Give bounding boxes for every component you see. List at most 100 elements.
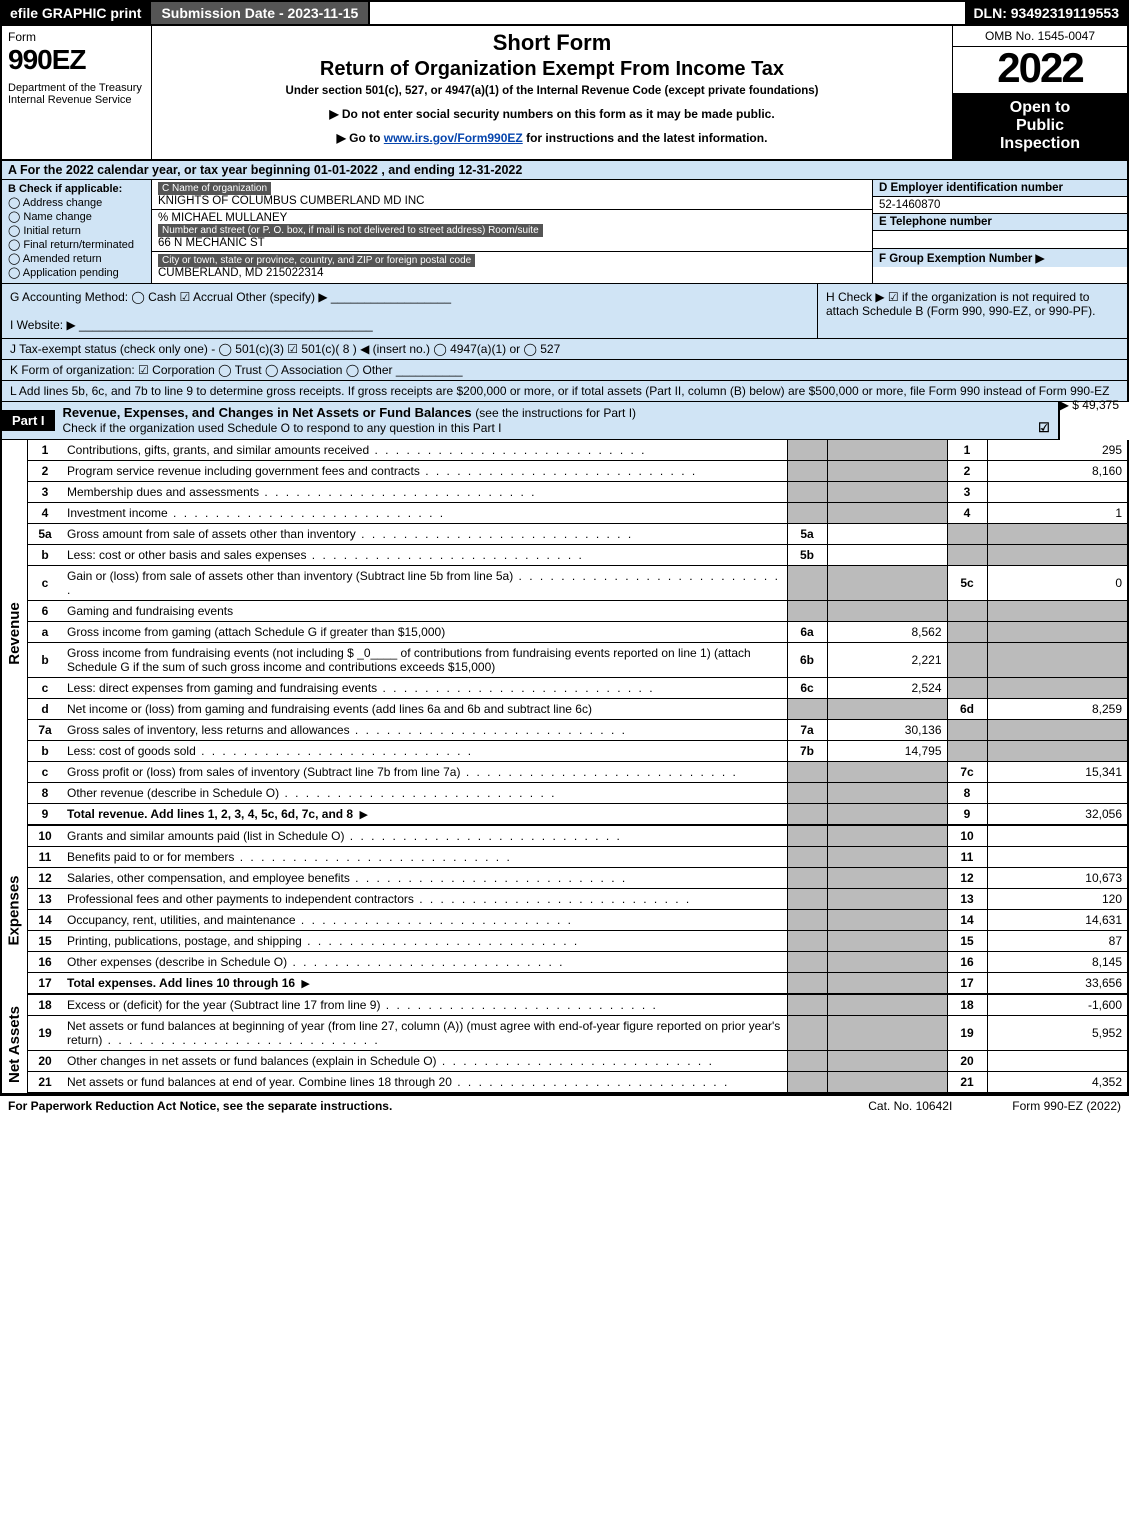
top-bar: efile GRAPHIC print Submission Date - 20…	[0, 0, 1129, 26]
col-c: C Name of organization KNIGHTS OF COLUMB…	[152, 180, 872, 283]
header-right: OMB No. 1545-0047 2022 Open to Public In…	[952, 26, 1127, 159]
l-text: L Add lines 5b, 6c, and 7b to line 9 to …	[10, 384, 1109, 398]
net-assets-table: 18Excess or (deficit) for the year (Subt…	[28, 995, 1127, 1093]
row-6d: dNet income or (loss) from gaming and fu…	[28, 699, 1127, 720]
row-5c: cGain or (loss) from sale of assets othe…	[28, 566, 1127, 601]
inspect-l2: Public	[957, 117, 1123, 135]
c-label: C Name of organization	[158, 182, 271, 195]
row-20: 20Other changes in net assets or fund ba…	[28, 1051, 1127, 1072]
row-3: 3Membership dues and assessments3	[28, 482, 1127, 503]
check-amended-return[interactable]: ◯ Amended return	[8, 252, 145, 265]
j-tax-exempt: J Tax-exempt status (check only one) - ◯…	[0, 339, 1129, 360]
row-5b: bLess: cost or other basis and sales exp…	[28, 545, 1127, 566]
row-7b: bLess: cost of goods sold7b14,795	[28, 741, 1127, 762]
city-row: City or town, state or province, country…	[152, 252, 872, 281]
ein-value: 52-1460870	[873, 197, 1127, 214]
revenue-table: 1Contributions, gifts, grants, and simil…	[28, 440, 1127, 826]
h-schedule-b: H Check ▶ ☑ if the organization is not r…	[817, 284, 1127, 338]
note-link-line: ▶ Go to www.irs.gov/Form990EZ for instru…	[162, 131, 942, 145]
care-of-row: % MICHAEL MULLANEY Number and street (or…	[152, 210, 872, 252]
net-assets-section: Net Assets 18Excess or (deficit) for the…	[0, 995, 1129, 1095]
row-1: 1Contributions, gifts, grants, and simil…	[28, 440, 1127, 461]
group-exemption-label: F Group Exemption Number ▶	[873, 249, 1127, 267]
note-goto-pre: ▶ Go to	[337, 131, 384, 145]
row-11: 11Benefits paid to or for members11	[28, 847, 1127, 868]
dln-label: DLN: 93492319119553	[965, 2, 1127, 24]
part1-note: (see the instructions for Part I)	[475, 406, 636, 420]
row-6: 6Gaming and fundraising events	[28, 601, 1127, 622]
part1-title: Revenue, Expenses, and Changes in Net As…	[55, 402, 1058, 439]
phone-label: E Telephone number	[873, 214, 1127, 231]
subtitle: Under section 501(c), 527, or 4947(a)(1)…	[162, 85, 942, 97]
note-goto-post: for instructions and the latest informat…	[526, 131, 767, 145]
dept-label: Department of the Treasury Internal Reve…	[8, 82, 145, 106]
l-gross-receipts: L Add lines 5b, 6c, and 7b to line 9 to …	[0, 381, 1129, 402]
row-13: 13Professional fees and other payments t…	[28, 889, 1127, 910]
col-b: B Check if applicable: ◯ Address change …	[2, 180, 152, 283]
row-6c: cLess: direct expenses from gaming and f…	[28, 678, 1127, 699]
col-de: D Employer identification number 52-1460…	[872, 180, 1127, 283]
line-a: A For the 2022 calendar year, or tax yea…	[0, 161, 1129, 180]
revenue-section: Revenue 1Contributions, gifts, grants, a…	[0, 440, 1129, 826]
row-7c: cGross profit or (loss) from sales of in…	[28, 762, 1127, 783]
inspect-l1: Open to	[957, 99, 1123, 117]
l-amount: ▶ $ 49,375	[1060, 398, 1119, 412]
street-label: Number and street (or P. O. box, if mail…	[158, 224, 543, 237]
part1-header: Part I Revenue, Expenses, and Changes in…	[0, 402, 1060, 440]
part1-checkbox[interactable]: ☑	[1038, 420, 1050, 436]
side-net-assets: Net Assets	[2, 995, 28, 1093]
form-label: Form	[8, 30, 145, 44]
expenses-table: 10Grants and similar amounts paid (list …	[28, 826, 1127, 995]
i-website: I Website: ▶ ___________________________…	[10, 318, 373, 332]
side-expenses: Expenses	[2, 826, 28, 995]
inspect-l3: Inspection	[957, 135, 1123, 153]
part1-tag: Part I	[2, 410, 55, 431]
header-left: Form 990EZ Department of the Treasury In…	[2, 26, 152, 159]
g-text: G Accounting Method: ◯ Cash ☑ Accrual Ot…	[10, 290, 451, 304]
form-number: 990EZ	[8, 44, 145, 76]
k-form-org: K Form of organization: ☑ Corporation ◯ …	[0, 360, 1129, 381]
phone-value	[873, 231, 1127, 249]
row-2: 2Program service revenue including gover…	[28, 461, 1127, 482]
expenses-section: Expenses 10Grants and similar amounts pa…	[0, 826, 1129, 995]
title-short-form: Short Form	[162, 30, 942, 56]
form-header: Form 990EZ Department of the Treasury In…	[0, 26, 1129, 161]
row-8: 8Other revenue (describe in Schedule O)8	[28, 783, 1127, 804]
care-of: % MICHAEL MULLANEY	[158, 212, 287, 224]
efile-print-label[interactable]: efile GRAPHIC print	[2, 2, 149, 24]
org-name: KNIGHTS OF COLUMBUS CUMBERLAND MD INC	[158, 195, 424, 207]
row-5a: 5aGross amount from sale of assets other…	[28, 524, 1127, 545]
street: 66 N MECHANIC ST	[158, 237, 265, 249]
row-12: 12Salaries, other compensation, and empl…	[28, 868, 1127, 889]
row-21: 21Net assets or fund balances at end of …	[28, 1072, 1127, 1093]
note-ssn: ▶ Do not enter social security numbers o…	[162, 107, 942, 121]
row-14: 14Occupancy, rent, utilities, and mainte…	[28, 910, 1127, 931]
part1-check-text: Check if the organization used Schedule …	[63, 421, 502, 435]
check-final-return[interactable]: ◯ Final return/terminated	[8, 238, 145, 251]
check-initial-return[interactable]: ◯ Initial return	[8, 224, 145, 237]
open-inspection-badge: Open to Public Inspection	[953, 93, 1127, 159]
check-address-change[interactable]: ◯ Address change	[8, 196, 145, 209]
submission-date-badge: Submission Date - 2023-11-15	[149, 2, 370, 24]
side-revenue: Revenue	[2, 440, 28, 826]
row-4: 4Investment income41	[28, 503, 1127, 524]
row-16: 16Other expenses (describe in Schedule O…	[28, 952, 1127, 973]
row-15: 15Printing, publications, postage, and s…	[28, 931, 1127, 952]
form-id-footer: Form 990-EZ (2022)	[1012, 1099, 1121, 1113]
tax-year: 2022	[953, 47, 1127, 89]
gh-row: G Accounting Method: ◯ Cash ☑ Accrual Ot…	[0, 284, 1129, 339]
col-b-title: B Check if applicable:	[8, 183, 122, 195]
irs-link[interactable]: www.irs.gov/Form990EZ	[384, 131, 523, 145]
row-19: 19Net assets or fund balances at beginni…	[28, 1016, 1127, 1051]
ein-label: D Employer identification number	[873, 180, 1127, 197]
title-return: Return of Organization Exempt From Incom…	[162, 58, 942, 81]
row-6b: bGross income from fundraising events (n…	[28, 643, 1127, 678]
row-6a: aGross income from gaming (attach Schedu…	[28, 622, 1127, 643]
row-17: 17Total expenses. Add lines 10 through 1…	[28, 973, 1127, 995]
cat-no: Cat. No. 10642I	[868, 1099, 952, 1113]
check-application-pending[interactable]: ◯ Application pending	[8, 266, 145, 279]
page-footer: For Paperwork Reduction Act Notice, see …	[0, 1095, 1129, 1116]
row-10: 10Grants and similar amounts paid (list …	[28, 826, 1127, 847]
row-18: 18Excess or (deficit) for the year (Subt…	[28, 995, 1127, 1016]
check-name-change[interactable]: ◯ Name change	[8, 210, 145, 223]
